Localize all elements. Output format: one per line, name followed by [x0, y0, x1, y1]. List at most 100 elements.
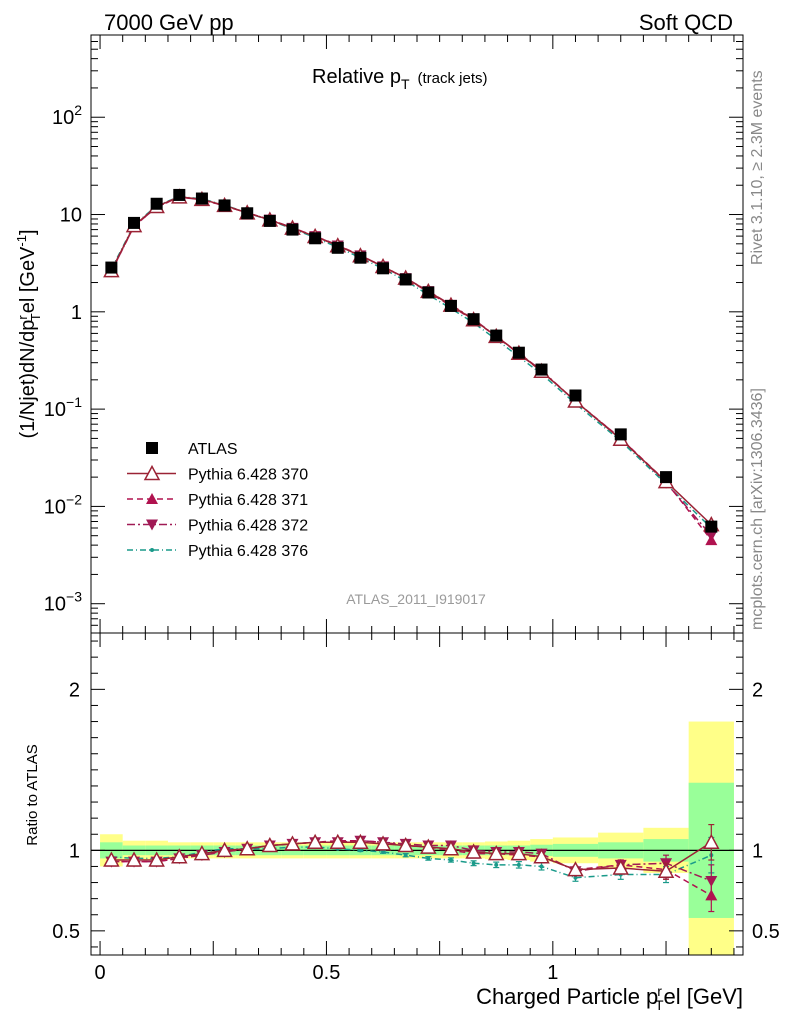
xaxis-label-sup: r: [657, 983, 662, 999]
ratio-point-pythia-6-428-376: [494, 862, 499, 867]
main-point-atlas: [569, 389, 582, 402]
xaxis-label-sub: T: [655, 997, 664, 1013]
main-ytick-label-base: 1: [71, 302, 82, 324]
ratio-point-pythia-6-428-370: [216, 841, 233, 858]
ratio-point-pythia-6-428-376: [358, 848, 363, 853]
main-ytick-label-exp: −2: [66, 491, 82, 507]
legend-marker: [143, 464, 161, 481]
ratio-point-pythia-6-428-370: [374, 835, 392, 851]
ratio-point-pythia-6-428-370: [442, 840, 460, 856]
main-ylabel-text: (1/Njet)dN/dp: [17, 320, 39, 439]
analysis-watermark: ATLAS_2011_I919017: [346, 591, 486, 607]
main-ytick-label-base: 10: [44, 496, 66, 518]
main-ytick-label: 10: [60, 205, 82, 227]
ratio-point-pythia-6-428-370: [352, 833, 369, 850]
legend-marker: [146, 519, 158, 531]
main-ytick-label-exp: −3: [66, 589, 82, 605]
legend: ATLAS Pythia 6.428 370 Pythia 6.428 371 Pyt…: [127, 441, 308, 560]
ratio-axis-ticks: 0.5 0.5 1 1 2 2 0 0.5 1: [52, 633, 780, 984]
ratio-point-pythia-6-428-370: [284, 835, 301, 851]
main-point-atlas: [150, 197, 163, 210]
legend-entry-pythia-6-428-372: Pythia 6.428 372: [127, 518, 308, 535]
main-ylabel-close: ]: [17, 229, 39, 235]
ratio-series-pythia-6-428-370: [103, 823, 720, 880]
main-point-atlas: [467, 313, 480, 326]
main-point-pythia-6-428-371: [705, 534, 718, 546]
ratio-xtick-label: 0: [94, 962, 105, 984]
ratio-ytick-label-right: 1: [752, 840, 763, 862]
ratio-xtick-label: 0.5: [313, 962, 341, 984]
main-point-atlas: [535, 363, 548, 376]
ratio-point-pythia-6-428-376: [516, 862, 521, 867]
main-ytick-label-exp: −1: [66, 394, 82, 410]
rivet-version-label: Rivet 3.1.10, ≥ 2.3M events: [749, 70, 766, 265]
main-series-pythia-6-428-372: [105, 192, 718, 542]
xaxis-label-suffix: el [GeV]: [664, 984, 743, 1009]
main-ytick-label-exp: 2: [74, 102, 82, 118]
header-right-label: Soft QCD: [639, 10, 733, 35]
legend-entry-pythia-6-428-370: Pythia 6.428 370: [127, 464, 308, 484]
ratio-point-pythia-6-428-370: [306, 833, 324, 850]
legend-label: Pythia 6.428 371: [188, 492, 308, 509]
main-point-atlas: [241, 207, 254, 220]
ratio-point-pythia-6-428-370: [487, 844, 505, 861]
main-ylabel-sup: r: [15, 315, 30, 320]
legend-marker: [146, 442, 158, 454]
ratio-ytick-label-right: 2: [752, 679, 763, 701]
main-line-pythia-6-428-372: [110, 196, 712, 537]
xaxis-label: Charged Particle pr Tel [GeV]: [476, 983, 743, 1013]
mcplots-label: mcplots.cern.ch [arXiv:1306.3436]: [749, 388, 766, 630]
main-ytick-label-base: 10: [60, 205, 82, 227]
ratio-ytick-label: 1: [69, 840, 80, 862]
ratio-point-pythia-6-428-370: [238, 840, 256, 856]
ratio-point-pythia-6-428-376: [573, 875, 578, 880]
xaxis-label-text: Charged Particle p: [476, 984, 658, 1009]
main-line-pythia-6-428-371: [110, 196, 712, 541]
main-ytick-label: 10−2: [44, 491, 82, 518]
ratio-point-pythia-6-428-370: [125, 851, 143, 867]
legend-entry-atlas: ATLAS: [146, 441, 238, 458]
main-point-atlas: [399, 273, 412, 286]
main-ylabel-sub: T: [28, 313, 43, 321]
main-point-atlas: [422, 286, 435, 299]
ratio-point-pythia-6-428-370: [465, 843, 482, 859]
main-ytick-label-base: 10: [52, 107, 74, 129]
main-ytick-label: 102: [52, 102, 82, 129]
ratio-point-pythia-6-428-376: [403, 853, 408, 858]
ratio-point-pythia-6-428-376: [471, 861, 476, 866]
ratio-point-pythia-6-428-371: [705, 889, 718, 901]
main-ytick-label: 1: [71, 302, 82, 324]
ratio-point-pythia-6-428-376: [448, 858, 453, 863]
legend-label: Pythia 6.428 370: [188, 467, 308, 484]
ratio-ytick-label: 2: [69, 679, 80, 701]
main-title-sub: T: [401, 76, 410, 92]
header-left-label: 7000 GeV pp: [104, 10, 234, 35]
main-point-atlas: [173, 188, 186, 201]
main-point-atlas: [195, 192, 208, 205]
main-ylabel-unit-sup: -1: [14, 235, 29, 247]
ratio-ytick-label-right: 0.5: [752, 921, 780, 943]
legend-label: ATLAS: [188, 441, 238, 458]
ratio-plot-frame: [90, 632, 744, 956]
ratio-point-pythia-6-428-370: [103, 851, 120, 867]
main-ytick-label-base: 10: [44, 594, 66, 616]
main-point-atlas: [331, 241, 344, 254]
ratio-point-pythia-6-428-370: [193, 844, 211, 861]
main-ylabel-suffix: el [GeV: [17, 246, 39, 313]
main-ytick-label: 10−1: [44, 394, 82, 421]
ratio-point-pythia-6-428-370: [171, 848, 188, 864]
legend-marker: [146, 493, 158, 504]
main-title-text: Relative p: [312, 66, 401, 88]
ratio-point-pythia-6-428-370: [703, 833, 720, 850]
main-point-atlas: [660, 471, 673, 484]
ratio-line-pythia-6-428-371: [111, 839, 712, 897]
ratio-point-pythia-6-428-370: [510, 844, 528, 861]
main-ytick-label-base: 10: [44, 399, 66, 421]
main-point-atlas: [490, 329, 503, 342]
ratio-point-pythia-6-428-376: [539, 864, 544, 869]
main-point-atlas: [105, 261, 118, 274]
main-point-atlas: [512, 346, 525, 359]
